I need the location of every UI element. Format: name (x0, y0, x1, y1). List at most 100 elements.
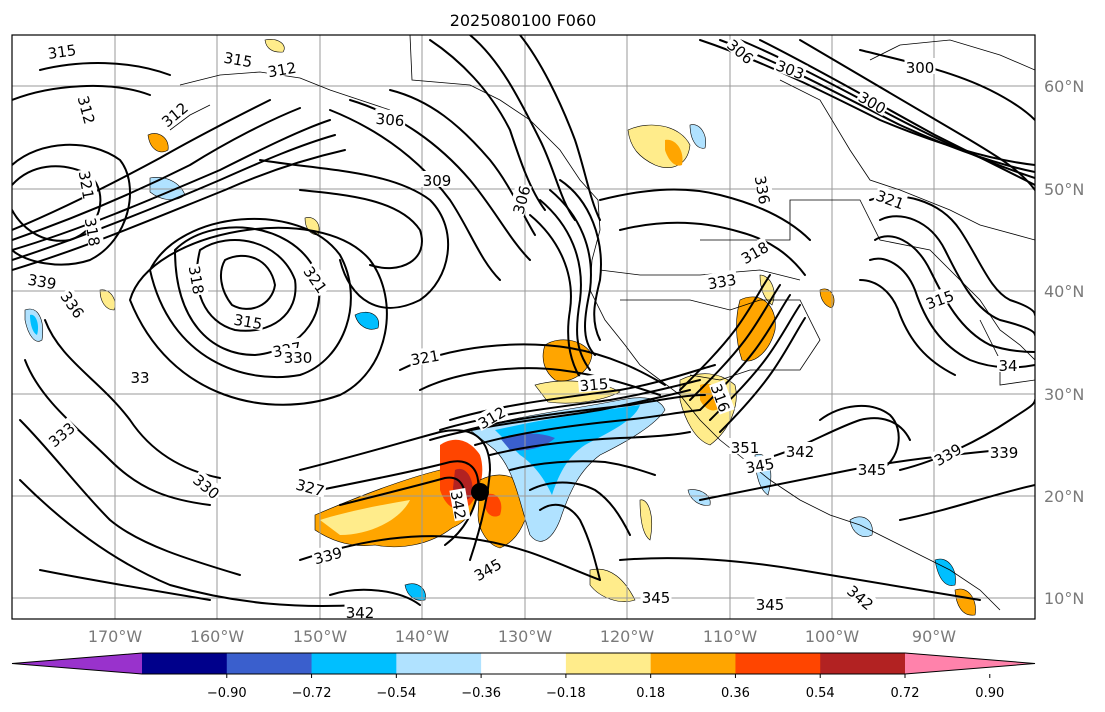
contour-label: 342 (447, 487, 471, 522)
latitude-tick-labels: 60°N 50°N 40°N 30°N 20°N 10°N (1044, 77, 1084, 608)
contour-label-text: 345 (858, 461, 887, 479)
lon-tick-label: 120°W (600, 627, 655, 646)
contour-label-text: 33 (130, 369, 149, 387)
contour-label: 318 (81, 214, 105, 249)
contour-label: 315 (221, 47, 256, 72)
contour-label-text: 315 (47, 41, 78, 63)
contour-label-text: 336 (751, 174, 774, 205)
contour-label-text: 345 (756, 596, 785, 614)
contour-label-text: 318 (81, 216, 104, 247)
contour-label: 330 (282, 348, 314, 367)
lon-tick-label: 160°W (190, 627, 245, 646)
colorbar-tick-labels: −0.90 −0.72 −0.54 −0.36 −0.18 0.18 0.36 0.54 0.7… (207, 674, 1004, 701)
contour-label-text: 321 (409, 347, 440, 370)
contour-label-text: 351 (731, 439, 760, 457)
contour-label: 345 (640, 588, 672, 607)
contour-label: 345 (742, 453, 777, 478)
contour-label-text: 318 (185, 264, 208, 295)
contour-label: 306 (374, 108, 407, 130)
map-panel (12, 35, 1035, 619)
colorbar-segment (311, 653, 397, 674)
contour-label: 315 (231, 309, 266, 334)
contour-label-text: 309 (423, 172, 452, 190)
contour-label-text: 330 (284, 349, 313, 367)
colorbar-tick-label: −0.54 (376, 686, 416, 701)
lon-tick-label: 170°W (88, 627, 143, 646)
longitude-tick-labels: 170°W 160°W 150°W 140°W 130°W 120°W 110°W 100°W… (88, 627, 956, 646)
map-frame (11, 34, 1036, 620)
contour-label: 339 (310, 542, 345, 568)
lat-tick-label: 30°N (1044, 385, 1084, 404)
colorbar-segment (735, 653, 821, 674)
colorbar-tick-label: 0.90 (975, 686, 1004, 701)
map-title: 2025080100 F060 (450, 11, 597, 30)
contour-label: 318 (185, 262, 209, 297)
contour-label-text: 345 (642, 589, 671, 607)
contour-label: 312 (264, 57, 299, 82)
colorbar-segment (226, 653, 313, 674)
contour-label-text: 321 (75, 169, 98, 200)
contour-label-text: 339 (990, 444, 1019, 462)
colorbar-tick-label: −0.18 (546, 686, 586, 701)
contour-label: 345 (856, 460, 888, 479)
colorbar-segment (396, 653, 482, 674)
colorbar-tick-label: 0.18 (636, 686, 665, 701)
colorbar-extend-high (905, 653, 1035, 674)
colorbar-tick-label: 0.36 (721, 686, 750, 701)
contour-label-text: 345 (744, 455, 775, 478)
contour-label: 342 (344, 603, 376, 622)
colorbar-tick-label: −0.72 (292, 686, 332, 701)
colorbar-outline (11, 652, 1036, 675)
contour-label-text: 300 (906, 59, 935, 77)
lon-tick-label: 140°W (395, 627, 450, 646)
colorbar-segment (142, 653, 228, 674)
contour-label-text: 34 (998, 357, 1017, 375)
contour-label: 342 (843, 580, 879, 614)
graticule (12, 35, 1035, 619)
lon-tick-label: 100°W (805, 627, 860, 646)
colorbar-tick-label: 0.54 (806, 686, 835, 701)
contour-label-text: 342 (447, 489, 470, 520)
colorbar-tick-label: −0.36 (461, 686, 501, 701)
contour-label-text: 339 (26, 271, 57, 294)
contour-label: 339 (25, 269, 60, 294)
contour-label: 33 (129, 368, 151, 387)
lon-tick-label: 130°W (498, 627, 553, 646)
contour-label: 336 (751, 172, 775, 207)
contour-label-text: 315 (579, 375, 609, 395)
lat-tick-label: 10°N (1044, 589, 1084, 608)
lat-tick-label: 50°N (1044, 180, 1084, 199)
contour-label-text: 333 (706, 271, 737, 294)
contour-label: 345 (754, 595, 786, 614)
contour-label: 321 (407, 345, 442, 370)
contour-label: 333 (704, 269, 739, 294)
contour-label: 315 (577, 373, 610, 395)
colorbar-segment (565, 653, 652, 674)
lat-tick-label: 20°N (1044, 487, 1084, 506)
contour-label: 351 (729, 438, 761, 457)
contour-label: 309 (421, 171, 453, 190)
contour-label-text: 342 (786, 443, 815, 461)
lon-tick-label: 150°W (293, 627, 348, 646)
colorbar-segment (650, 653, 736, 674)
colorbar (11, 652, 1036, 675)
lon-tick-label: 90°W (912, 627, 956, 646)
colorbar-segment (820, 653, 906, 674)
contour-label-text: 312 (266, 59, 297, 82)
lon-tick-label: 110°W (703, 627, 758, 646)
colorbar-tick-label: 0.72 (891, 686, 920, 701)
contour-label: 321 (75, 167, 99, 202)
contour-label: 315 (45, 39, 79, 63)
lat-tick-label: 40°N (1044, 282, 1084, 301)
contour-label: 339 (988, 443, 1020, 462)
contour-label-text: 306 (375, 110, 405, 130)
contour-label-text: 315 (232, 311, 263, 334)
contour-label-text: 315 (222, 49, 253, 72)
contour-label-text: 342 (346, 604, 375, 622)
colorbar-tick-label: −0.90 (207, 686, 247, 701)
contour-label: 342 (784, 442, 816, 461)
contour-label: 34 (997, 356, 1019, 375)
lat-tick-label: 60°N (1044, 77, 1084, 96)
